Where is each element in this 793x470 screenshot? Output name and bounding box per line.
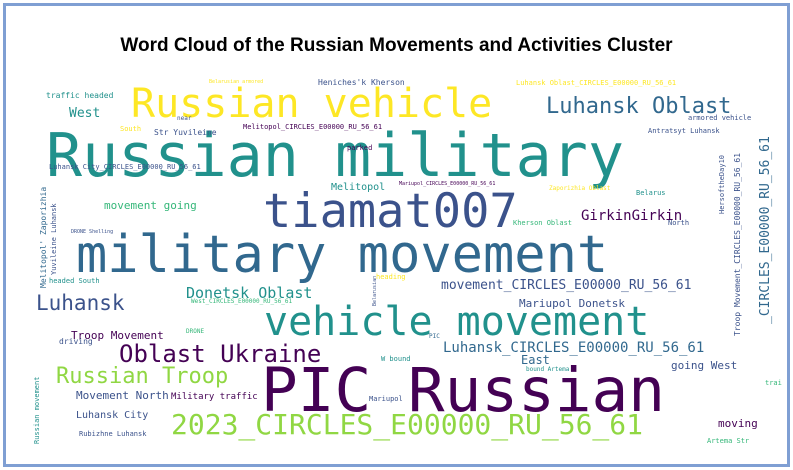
- word-moving: moving: [718, 417, 758, 430]
- word-east: East: [521, 353, 550, 367]
- word-rubizhne-luhansk: Rubizhne Luhansk: [79, 430, 147, 438]
- word-heniches-kherson: Heniches'k Kherson: [318, 78, 405, 87]
- word-russian-movement-vertical: Russian movement: [33, 376, 41, 444]
- word-melitopol: Melitopol: [331, 182, 386, 193]
- word-w-bound: W bound: [381, 355, 411, 363]
- word-military-traffic: Military traffic: [171, 392, 258, 402]
- word-military-movement: military movement: [76, 225, 609, 285]
- word-melitopol-circles: Melitopol_CIRCLES_E00000_RU_56_61: [243, 123, 383, 131]
- figure-title: Word Cloud of the Russian Movements and …: [120, 35, 673, 56]
- word-train: train: [765, 379, 782, 387]
- word-mariupol-circles: Mariupol_CIRCLES_E00000_RU_56_61: [399, 181, 496, 187]
- word-movement-circles: movement_CIRCLES_E00000_RU_56_61: [441, 278, 692, 293]
- word-luhansk-oblast: Luhansk Oblast: [546, 94, 732, 119]
- word-troop-movement-circles-vertical: Troop Movement_CIRCLES_E00000_RU_56_61: [733, 152, 742, 336]
- word-yuvileine-luhansk-vertical: Yuvileine Luhansk: [50, 203, 58, 275]
- word-artema-str: Artema Str: [707, 437, 750, 445]
- word-luhansk: Luhansk: [36, 291, 125, 315]
- word-movement-going: movement going: [104, 199, 197, 212]
- word-troop-movement: Troop Movement: [71, 329, 164, 342]
- word-mariupol-donetsk: Mariupol Donetsk: [519, 297, 625, 310]
- word-tiamat007: tiamat007: [263, 184, 518, 239]
- word-zaporizhia-oblast: Zaporizhia Oblast: [549, 185, 611, 192]
- word-traffic-headed: traffic headed: [46, 91, 114, 100]
- word-2023-circles: 2023_CIRCLES_E00000_RU_56_61: [171, 408, 644, 441]
- word-south: South: [120, 125, 142, 133]
- word-bound-artema: bound Artema: [526, 366, 570, 373]
- word-drone-shelling: DRONE Shelling: [71, 229, 114, 235]
- word-west: West: [69, 106, 101, 121]
- word-movement-north: Movement North: [76, 389, 169, 402]
- word-mariupol: Mariupol: [369, 395, 403, 403]
- word-parked: parked: [347, 144, 373, 152]
- word-hersoftheday-vertical: HersoftheDay10: [718, 154, 726, 214]
- word-heading: heading: [376, 273, 406, 281]
- word-russian-troop: Russian Troop: [56, 364, 229, 389]
- word-circles-vertical: _CIRCLES_E00000_RU_56_61: [758, 136, 773, 324]
- word-luhansk-city: Luhansk City: [76, 410, 149, 421]
- word-antratsyt-luhansk: Antratsyt Luhansk: [648, 127, 720, 135]
- word-luhansk-city-circles: Luhansk City_CIRCLES_E00000_RU_56_61: [49, 163, 201, 171]
- word-pic-russian: PIC Russian: [261, 355, 665, 426]
- word-belarusian-armored: Belarusian armored: [209, 79, 264, 85]
- word-belarus: Belarus: [636, 189, 666, 197]
- word-melitopol-zaporizhia-vertical: Melitopol' Zaporizhia: [39, 186, 48, 288]
- word-going-west: going West: [671, 359, 738, 372]
- word-driving: driving: [59, 337, 93, 346]
- word-north: North: [668, 219, 690, 227]
- word-girkin: GirkinGirkin: [581, 208, 683, 224]
- word-vehicle-movement: vehicle movement: [264, 299, 650, 345]
- word-drone: DRONE: [186, 328, 205, 335]
- word-str-yuvileine: Str Yuvileine: [154, 128, 217, 137]
- word-kherson-oblast: Kherson Oblast: [513, 219, 573, 227]
- word-donetsk-oblast: Donetsk Oblast: [186, 284, 313, 302]
- word-russian-vehicle: Russian vehicle: [131, 81, 493, 127]
- word-west-circles: West_CIRCLES_E00000_RU_56_61: [191, 298, 293, 305]
- word-belarusian-vertical: Belarusian: [372, 275, 378, 306]
- word-luhansk-oblast-circles: Luhansk Oblast_CIRCLES_E00000_RU_56_61: [516, 79, 677, 87]
- word-headed-south: headed South: [49, 277, 100, 285]
- word-pic: PIC: [429, 333, 440, 340]
- word-near: near: [177, 115, 192, 122]
- word-cloud: Russian vehicle Russian military tiamat0…: [31, 74, 782, 452]
- word-luhansk-circles: Luhansk_CIRCLES_E00000_RU_56_61: [443, 340, 705, 356]
- word-armored-vehicle: armored vehicle: [688, 114, 752, 122]
- word-oblast-ukraine: Oblast Ukraine: [119, 340, 322, 368]
- figure-frame: Word Cloud of the Russian Movements and …: [3, 3, 790, 467]
- word-russian-military: Russian military: [46, 121, 624, 191]
